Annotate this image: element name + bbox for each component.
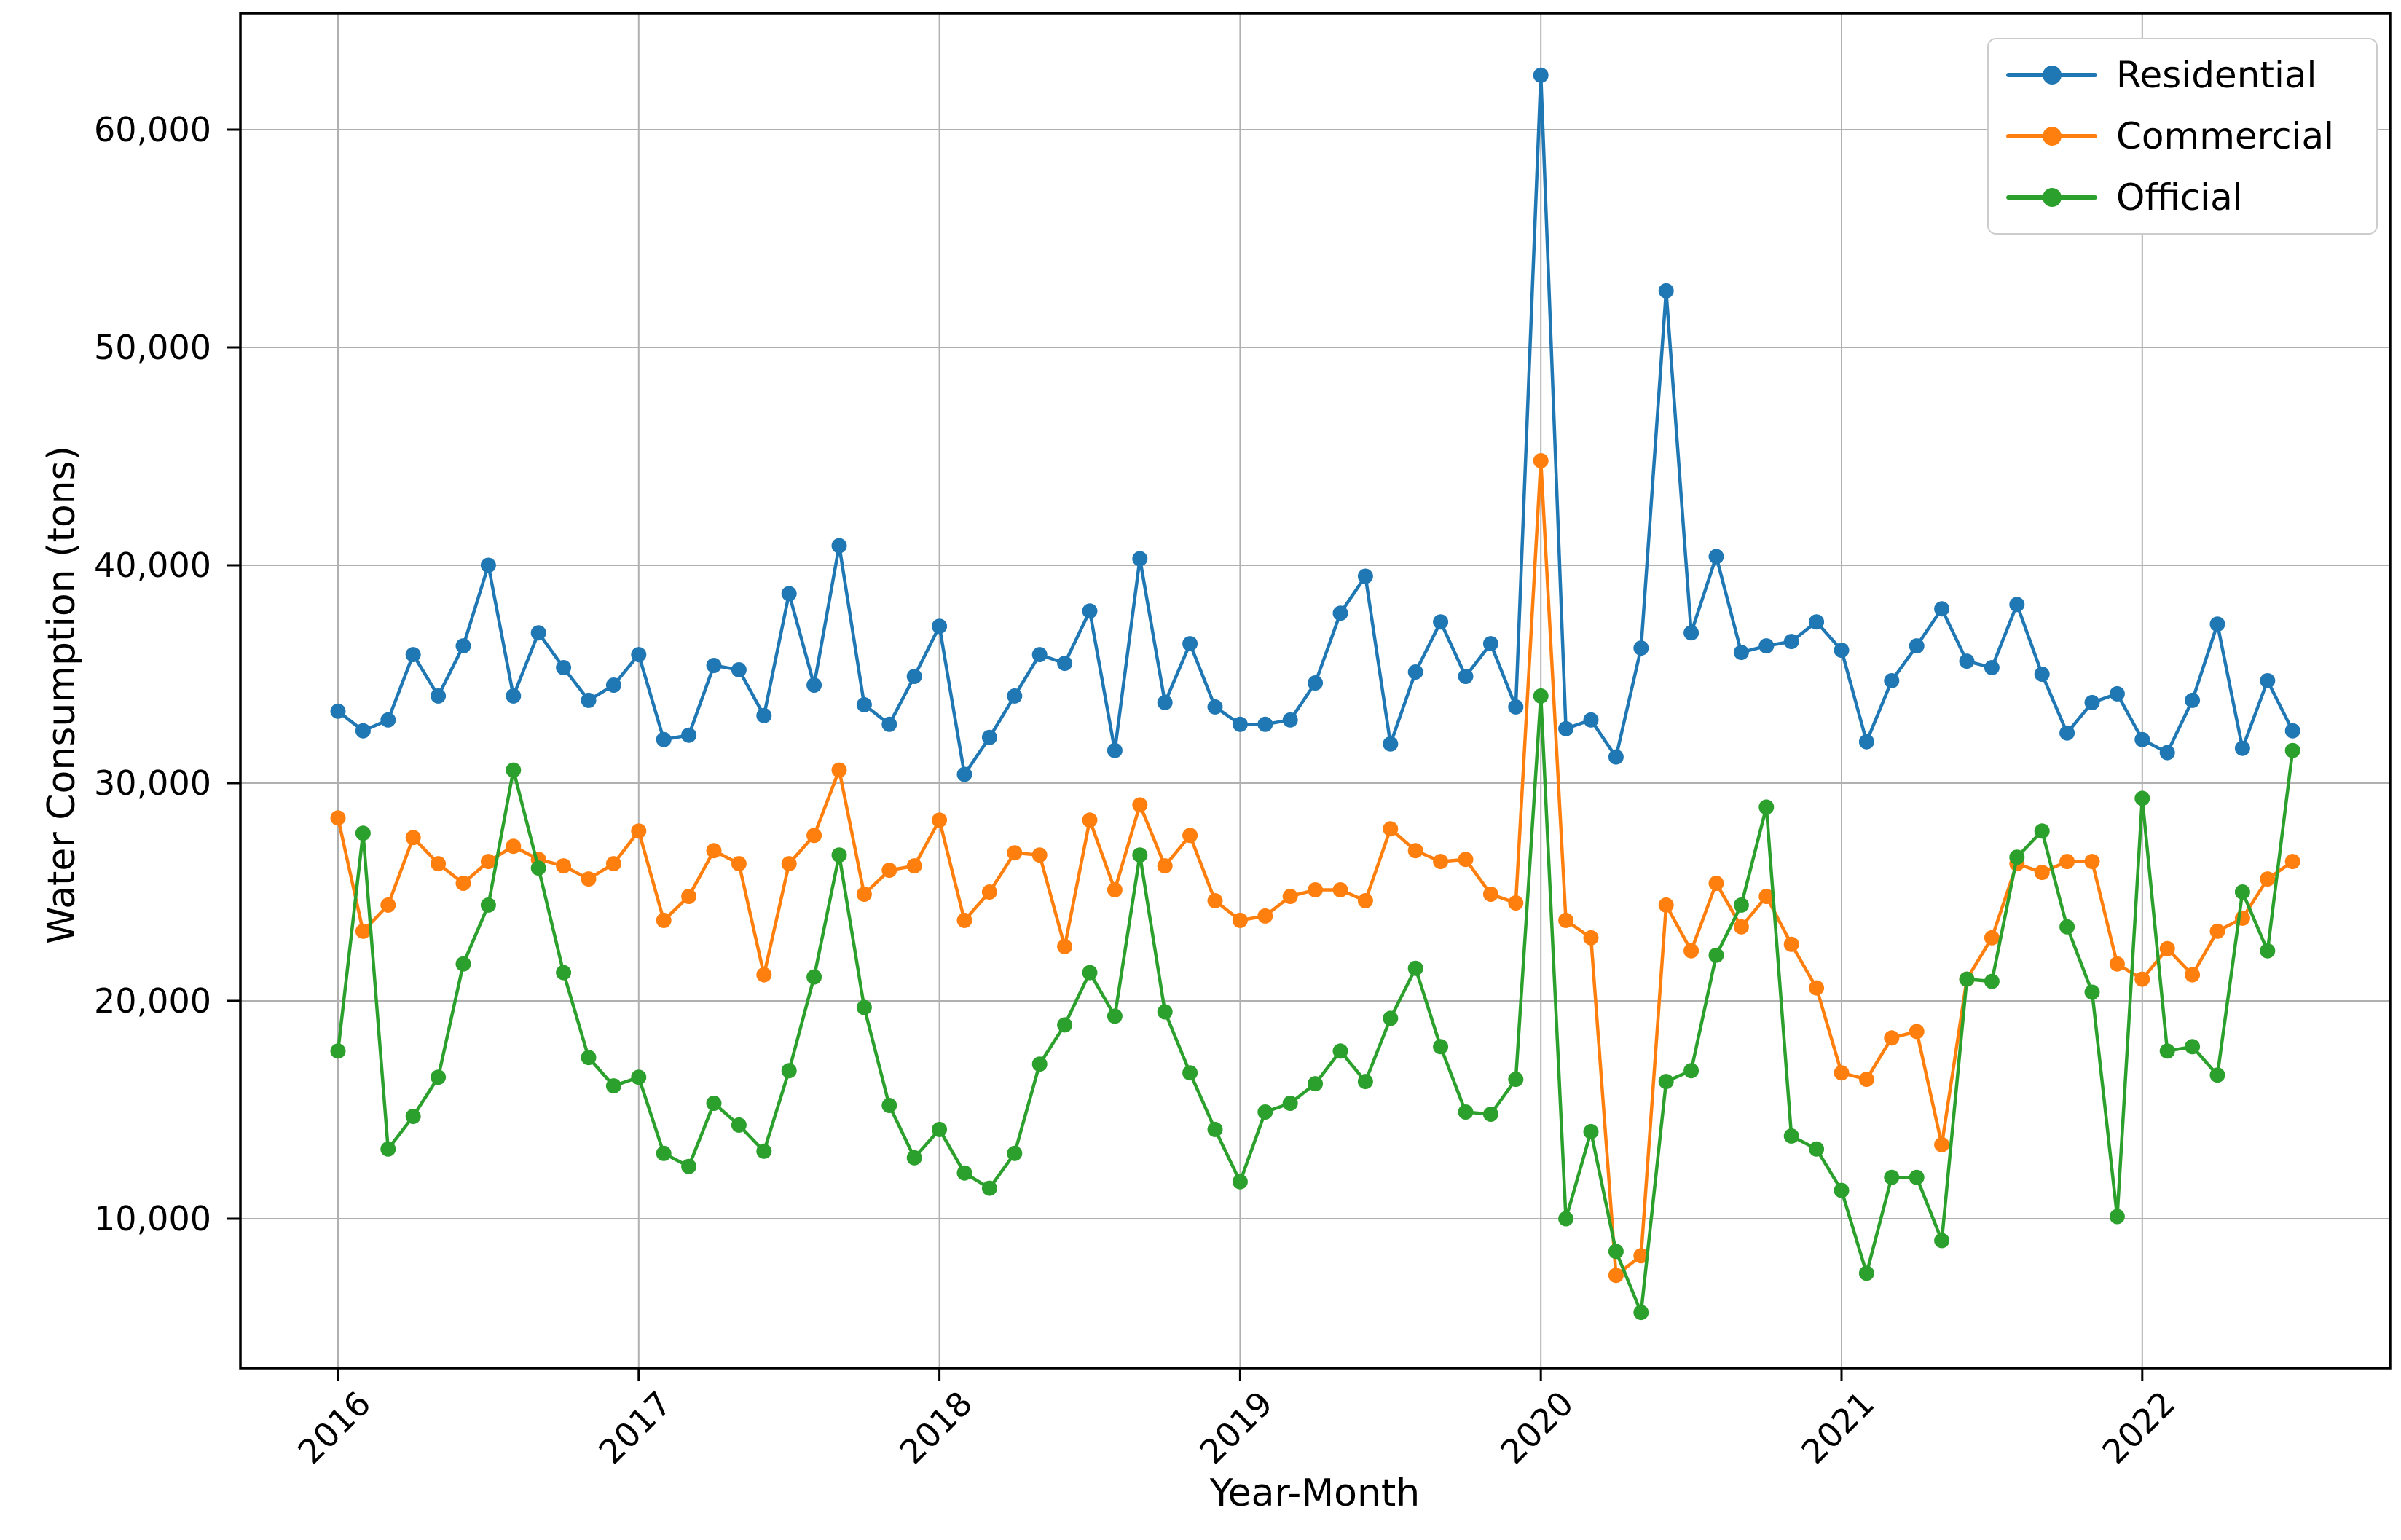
x-axis-title: Year-Month: [1209, 1472, 1420, 1515]
residential-line-icon: [2006, 66, 2097, 85]
commercial-line-icon: [2006, 127, 2097, 146]
y-tick-label-10000: 10,000: [94, 1199, 211, 1238]
residential-marker-icon: [2042, 66, 2062, 85]
legend-label: Commercial: [2116, 115, 2335, 157]
commercial-marker-icon: [2042, 127, 2062, 146]
y-tick-label-50000: 50,000: [94, 328, 211, 367]
legend-label: Official: [2116, 176, 2243, 219]
official-marker-icon: [2042, 188, 2062, 207]
legend-item-residential: Residential: [2006, 52, 2359, 98]
y-tick-label-20000: 20,000: [94, 981, 211, 1021]
legend-label: Residential: [2116, 54, 2317, 96]
y-tick-label-40000: 40,000: [94, 546, 211, 585]
y-axis-title: Water Consumption (tons): [40, 446, 84, 944]
legend-item-official: Official: [2006, 175, 2359, 220]
official-line-icon: [2006, 188, 2097, 207]
legend: Residential Commercial Official: [1987, 38, 2378, 235]
y-tick-label-60000: 60,000: [94, 110, 211, 149]
legend-item-commercial: Commercial: [2006, 114, 2359, 159]
y-tick-label-30000: 30,000: [94, 763, 211, 803]
